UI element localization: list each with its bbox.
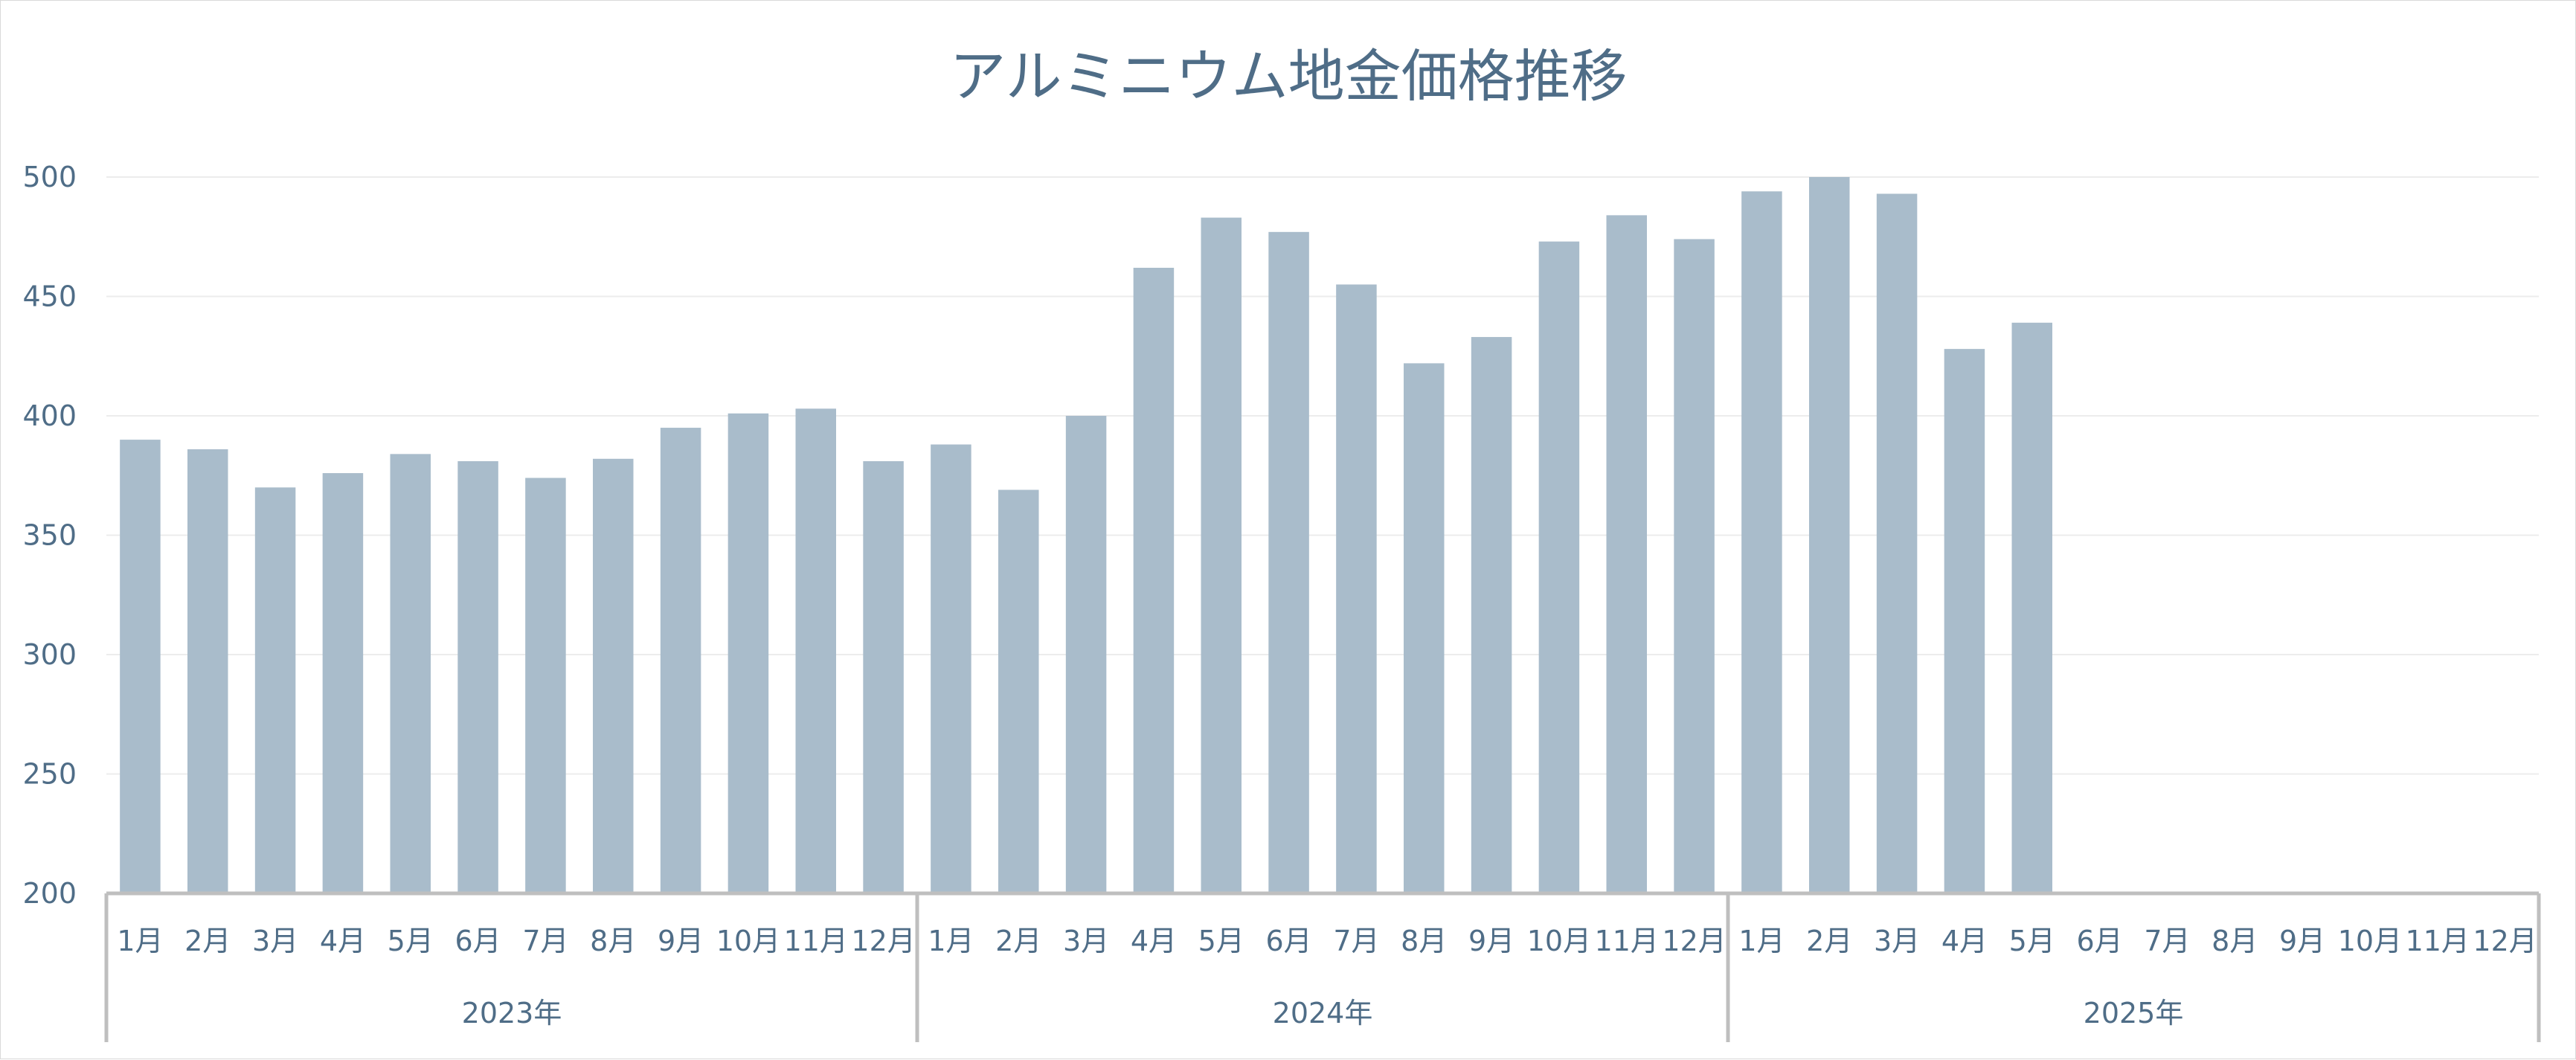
x-tick-label: 4月 xyxy=(1131,925,1177,957)
y-axis: 200 250 300 350 400 450 500 xyxy=(22,161,77,910)
x-tick-label: 2月 xyxy=(995,925,1041,957)
x-tick-label: 7月 xyxy=(1333,925,1379,957)
bar xyxy=(593,458,634,893)
bar xyxy=(727,413,769,893)
year-group-label: 2024年 xyxy=(1273,997,1373,1030)
x-tick-label: 10月 xyxy=(1527,925,1591,957)
y-tick-label: 250 xyxy=(22,758,77,791)
bar xyxy=(998,489,1039,893)
x-tick-label: 9月 xyxy=(658,925,704,957)
x-tick-label: 9月 xyxy=(2279,925,2325,957)
bars xyxy=(120,177,2052,894)
bar xyxy=(795,408,836,893)
year-group-label: 2025年 xyxy=(2084,997,2184,1030)
x-tick-label: 4月 xyxy=(320,925,366,957)
bar xyxy=(1201,217,1242,893)
x-tick-label: 1月 xyxy=(928,925,974,957)
y-tick-label: 400 xyxy=(22,399,77,432)
x-tick-label: 4月 xyxy=(1941,925,1988,957)
x-tick-label: 2月 xyxy=(184,925,231,957)
x-tick-label: 11月 xyxy=(784,925,848,957)
x-tick-label: 12月 xyxy=(2473,925,2537,957)
y-tick-label: 350 xyxy=(22,519,77,552)
x-tick-label: 10月 xyxy=(716,925,780,957)
bar xyxy=(254,487,296,893)
bar xyxy=(187,449,228,893)
bar xyxy=(1741,191,1782,893)
x-tick-label: 8月 xyxy=(2212,925,2258,957)
y-tick-label: 450 xyxy=(22,280,77,313)
bar xyxy=(457,460,498,893)
y-tick-label: 500 xyxy=(22,161,77,193)
x-tick-label: 10月 xyxy=(2338,925,2402,957)
y-tick-label: 300 xyxy=(22,638,77,671)
x-tick-label: 7月 xyxy=(2144,925,2190,957)
x-tick-label: 6月 xyxy=(2076,925,2122,957)
gridlines xyxy=(106,176,2539,775)
x-tick-label: 6月 xyxy=(455,925,501,957)
bar xyxy=(1336,284,1377,893)
chart-title: アルミニウム地金価格推移 xyxy=(949,43,1627,109)
bar xyxy=(1944,349,1985,893)
bar xyxy=(1606,215,1647,893)
bar xyxy=(660,428,701,893)
x-tick-label: 5月 xyxy=(2009,925,2055,957)
bar xyxy=(931,444,971,893)
bar xyxy=(390,454,431,893)
x-tick-label: 5月 xyxy=(388,925,434,957)
y-tick-label: 200 xyxy=(22,877,77,910)
x-tick-label: 12月 xyxy=(1662,925,1726,957)
x-tick-label: 9月 xyxy=(1468,925,1515,957)
x-tick-label: 12月 xyxy=(851,925,915,957)
bar xyxy=(1404,363,1445,893)
x-tick-label: 1月 xyxy=(117,925,163,957)
bar xyxy=(1876,193,1918,894)
bar xyxy=(1133,267,1175,894)
bar xyxy=(1268,231,1309,894)
bar xyxy=(1674,239,1715,894)
bar xyxy=(1065,416,1107,893)
bar xyxy=(525,478,566,893)
x-tick-label: 7月 xyxy=(522,925,568,957)
year-group-label: 2023年 xyxy=(462,997,562,1030)
x-tick-label: 1月 xyxy=(1738,925,1785,957)
x-tick-label: 8月 xyxy=(1401,925,1447,957)
x-tick-label: 2月 xyxy=(1806,925,1852,957)
x-tick-label: 5月 xyxy=(1198,925,1244,957)
x-tick-label: 6月 xyxy=(1265,925,1311,957)
x-tick-label: 3月 xyxy=(1874,925,1920,957)
x-tick-label: 8月 xyxy=(590,925,636,957)
bar xyxy=(322,473,364,893)
bar xyxy=(863,460,904,893)
bar xyxy=(1471,337,1512,893)
bar xyxy=(1538,241,1580,893)
x-tick-label: 11月 xyxy=(2406,925,2470,957)
x-tick-label: 11月 xyxy=(1595,925,1659,957)
bar xyxy=(2011,322,2052,893)
x-tick-label: 3月 xyxy=(252,925,298,957)
x-tick-label: 3月 xyxy=(1063,925,1109,957)
bar xyxy=(1809,177,1850,893)
bar xyxy=(120,440,161,893)
